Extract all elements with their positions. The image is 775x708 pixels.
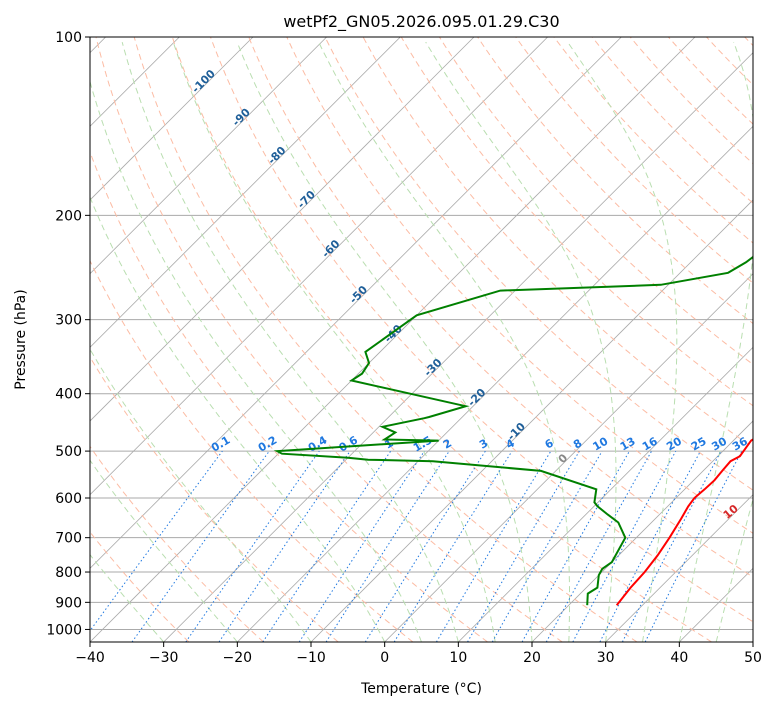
dewpoint-profile (273, 255, 753, 606)
moist-adiabat (172, 41, 496, 642)
isotherm-line (531, 420, 753, 642)
dry-adiabat (248, 37, 753, 578)
mixing-ratio-line (435, 450, 552, 642)
dry-adiabat (629, 37, 753, 165)
moist-adiabat (236, 41, 533, 642)
x-tick-label: 10 (449, 650, 467, 666)
x-axis-label: Temperature (°C) (360, 681, 482, 697)
moist-adiabat (715, 497, 753, 642)
y-tick-label: 500 (55, 444, 82, 460)
axis-ticks: −40 −30 −20 −10 0 10 20 30 40 50 100 200 300 400 500 60… (46, 30, 762, 666)
mixing-ratio-line (393, 450, 513, 642)
x-tick-label: −10 (296, 650, 326, 666)
mixing-ratio-line (185, 450, 320, 642)
isotherm-line (163, 52, 753, 642)
plot-frame (89, 36, 754, 643)
isotherm-line (90, 37, 696, 642)
mixing-ratio-line (491, 450, 603, 642)
dry-adiabat (400, 37, 753, 407)
temperature-profile (615, 438, 753, 606)
y-tick-label: 800 (55, 565, 82, 581)
x-tick-label: −30 (149, 650, 179, 666)
dry-adiabat (171, 37, 712, 642)
moist-adiabat (90, 196, 386, 642)
dry-adiabat (324, 37, 753, 491)
dry-adiabat (133, 37, 638, 642)
y-tick-label: 100 (55, 30, 82, 46)
dry-adiabat (210, 37, 753, 623)
x-tick-label: 50 (744, 650, 762, 666)
dry-adiabat (362, 37, 753, 449)
mixing-ratio-line (467, 450, 580, 642)
isotherm-line (90, 37, 327, 275)
isotherm-line (90, 37, 622, 569)
y-tick-label: 1000 (46, 622, 82, 638)
mixing-ratio-line (521, 450, 630, 642)
mixing-ratio-line (364, 450, 486, 642)
y-tick-label: 300 (55, 313, 82, 329)
isotherm-line (90, 37, 475, 422)
mixing-ratio-line (572, 450, 677, 642)
x-tick-label: 0 (380, 650, 389, 666)
mixing-ratio-line (325, 450, 450, 642)
y-tick-label: 700 (55, 531, 82, 547)
isotherm-line (237, 125, 753, 642)
dry-adiabat (515, 37, 753, 284)
moist-adiabat (121, 41, 459, 642)
y-tick-label: 900 (55, 595, 82, 611)
y-tick-label: 600 (55, 491, 82, 507)
x-tick-label: 20 (523, 650, 541, 666)
mixing-ratio-line (90, 450, 223, 632)
y-tick-label: 400 (55, 387, 82, 403)
isotherm-line (605, 494, 753, 642)
moist-adiabat (318, 41, 570, 642)
moist-adiabat (90, 348, 312, 642)
x-tick-label: 30 (597, 650, 615, 666)
isotherm-line (458, 346, 753, 642)
dry-adiabat (90, 445, 264, 642)
moist-adiabat (90, 459, 238, 642)
moist-adiabat (90, 79, 422, 642)
dry-adiabat (95, 37, 563, 642)
isotherm-line (384, 273, 753, 642)
isotherm-line (90, 37, 254, 201)
mixing-ratio-line (218, 450, 351, 642)
moist-adiabat (425, 41, 617, 642)
chart-title: wetPf2_GN05.2026.095.01.29.C30 (283, 12, 559, 32)
mixing-ratio-line (545, 450, 653, 642)
dry-adiabat (591, 37, 753, 204)
x-tick-label: −20 (223, 650, 253, 666)
dry-adiabat (90, 259, 414, 642)
isotherm-line (90, 37, 548, 496)
moist-adiabat (678, 41, 753, 642)
x-tick-label: −40 (75, 650, 105, 666)
dry-adiabat (477, 37, 753, 325)
y-axis-label: Pressure (hPa) (13, 289, 29, 389)
x-tick-label: 40 (670, 650, 688, 666)
y-tick-label: 200 (55, 208, 82, 224)
isotherm-line (90, 37, 401, 348)
mixing-ratio-line (131, 450, 270, 642)
